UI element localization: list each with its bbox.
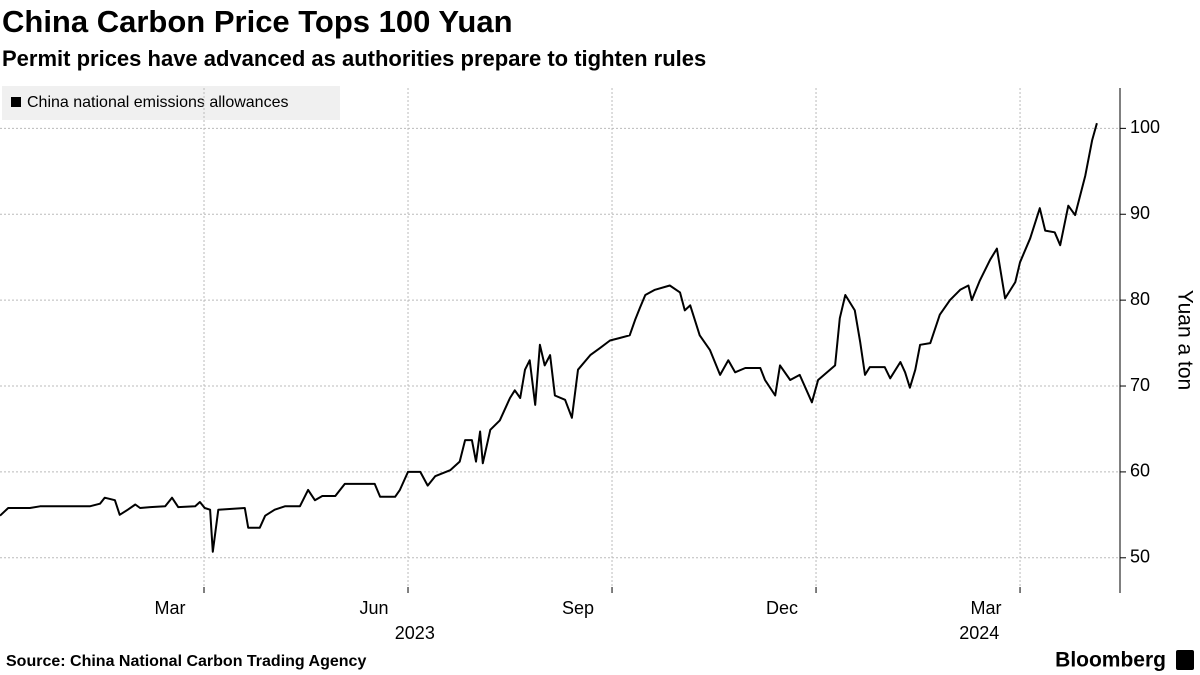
x-tick-label: Mar bbox=[971, 598, 1002, 618]
x-tick-label: Mar bbox=[155, 598, 186, 618]
y-tick-label: 90 bbox=[1130, 203, 1150, 223]
chart-subtitle: Permit prices have advanced as authoriti… bbox=[2, 46, 706, 71]
legend-swatch bbox=[11, 97, 21, 107]
legend-label: China national emissions allowances bbox=[27, 94, 288, 111]
y-tick-label: 50 bbox=[1130, 547, 1150, 567]
x-tick-label: Sep bbox=[562, 598, 594, 618]
year-label: 2024 bbox=[959, 623, 999, 643]
y-tick-label: 60 bbox=[1130, 461, 1150, 481]
y-tick-label: 70 bbox=[1130, 375, 1150, 395]
brand: Bloomberg bbox=[1055, 649, 1166, 672]
x-tick-label: Dec bbox=[766, 598, 798, 618]
x-tick-label: Jun bbox=[359, 598, 388, 618]
source-note: Source: China National Carbon Trading Ag… bbox=[6, 653, 366, 670]
y-tick-label: 80 bbox=[1130, 289, 1150, 309]
legend-box bbox=[2, 86, 340, 120]
brand-icon bbox=[1176, 650, 1194, 670]
y-tick-label: 100 bbox=[1130, 117, 1160, 137]
year-label: 2023 bbox=[395, 623, 435, 643]
chart-title: China Carbon Price Tops 100 Yuan bbox=[2, 4, 513, 39]
price-line bbox=[0, 122, 1098, 553]
y-axis-label: Yuan a ton bbox=[1173, 290, 1196, 390]
